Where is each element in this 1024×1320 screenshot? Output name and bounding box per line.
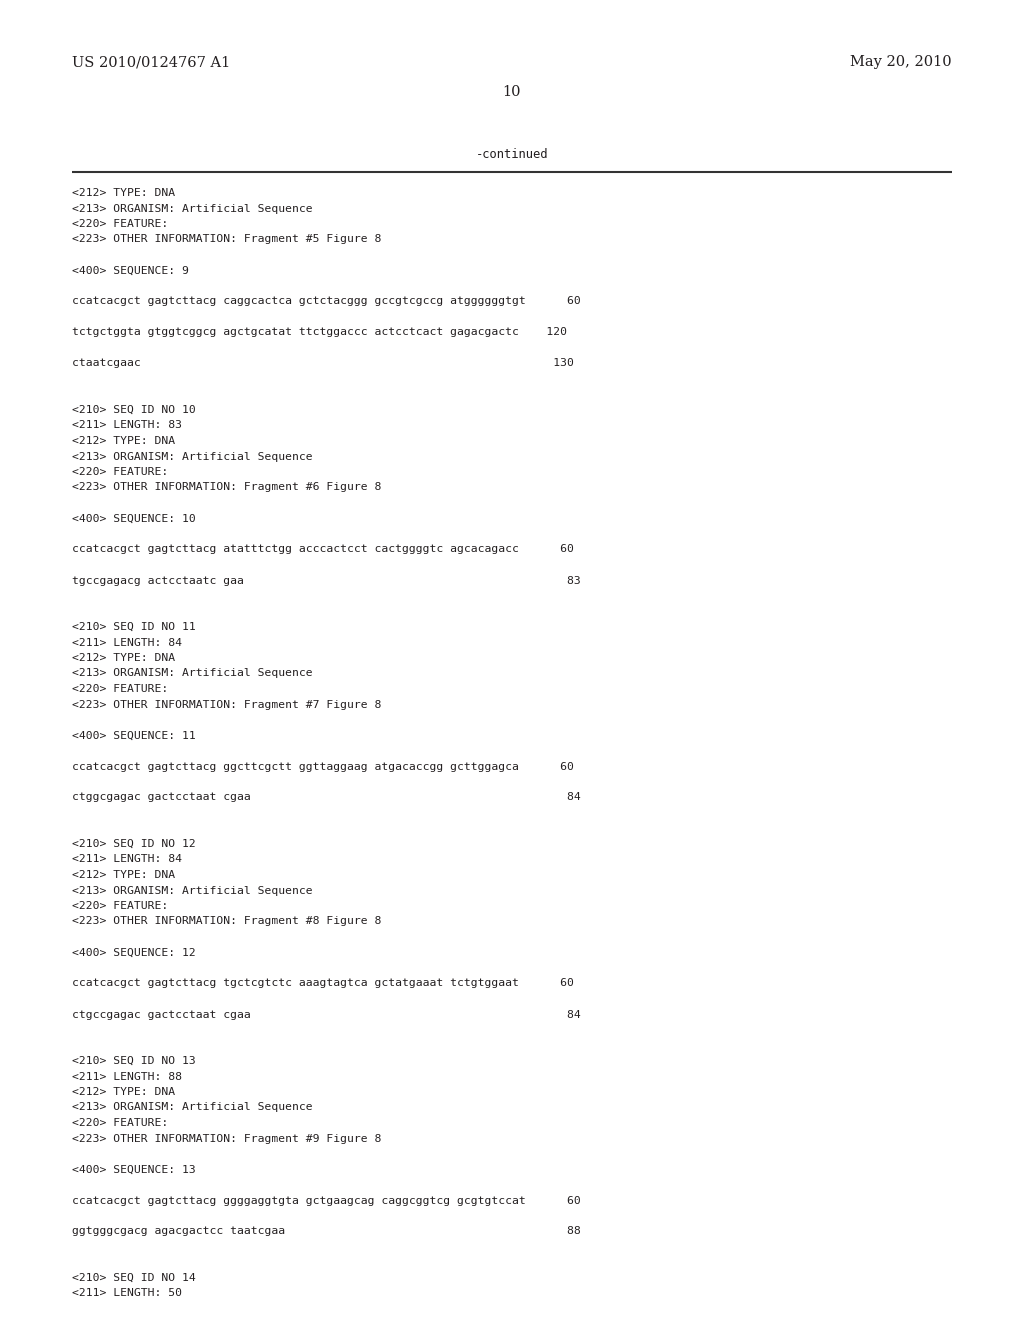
Text: <223> OTHER INFORMATION: Fragment #6 Figure 8: <223> OTHER INFORMATION: Fragment #6 Fig… [72,483,381,492]
Text: <212> TYPE: DNA: <212> TYPE: DNA [72,653,175,663]
Text: ctggcgagac gactcctaat cgaa                                              84: ctggcgagac gactcctaat cgaa 84 [72,792,581,803]
Text: <212> TYPE: DNA: <212> TYPE: DNA [72,870,175,880]
Text: <210> SEQ ID NO 11: <210> SEQ ID NO 11 [72,622,196,632]
Text: <211> LENGTH: 84: <211> LENGTH: 84 [72,854,182,865]
Text: <211> LENGTH: 50: <211> LENGTH: 50 [72,1288,182,1299]
Text: ggtgggcgacg agacgactcc taatcgaa                                         88: ggtgggcgacg agacgactcc taatcgaa 88 [72,1226,581,1237]
Text: <223> OTHER INFORMATION: Fragment #5 Figure 8: <223> OTHER INFORMATION: Fragment #5 Fig… [72,235,381,244]
Text: 10: 10 [503,84,521,99]
Text: ccatcacgct gagtcttacg ggcttcgctt ggttaggaag atgacaccgg gcttggagca      60: ccatcacgct gagtcttacg ggcttcgctt ggttagg… [72,762,573,771]
Text: <210> SEQ ID NO 14: <210> SEQ ID NO 14 [72,1272,196,1283]
Text: <220> FEATURE:: <220> FEATURE: [72,902,168,911]
Text: <400> SEQUENCE: 10: <400> SEQUENCE: 10 [72,513,196,524]
Text: <220> FEATURE:: <220> FEATURE: [72,1118,168,1129]
Text: <213> ORGANISM: Artificial Sequence: <213> ORGANISM: Artificial Sequence [72,886,312,895]
Text: <210> SEQ ID NO 10: <210> SEQ ID NO 10 [72,405,196,414]
Text: <213> ORGANISM: Artificial Sequence: <213> ORGANISM: Artificial Sequence [72,668,312,678]
Text: <220> FEATURE:: <220> FEATURE: [72,684,168,694]
Text: ccatcacgct gagtcttacg atatttctgg acccactcct cactggggtc agcacagacc      60: ccatcacgct gagtcttacg atatttctgg acccact… [72,544,573,554]
Text: -continued: -continued [476,148,548,161]
Text: <210> SEQ ID NO 13: <210> SEQ ID NO 13 [72,1056,196,1067]
Text: <212> TYPE: DNA: <212> TYPE: DNA [72,1086,175,1097]
Text: ccatcacgct gagtcttacg tgctcgtctc aaagtagtca gctatgaaat tctgtggaat      60: ccatcacgct gagtcttacg tgctcgtctc aaagtag… [72,978,573,989]
Text: <400> SEQUENCE: 12: <400> SEQUENCE: 12 [72,948,196,957]
Text: <213> ORGANISM: Artificial Sequence: <213> ORGANISM: Artificial Sequence [72,451,312,462]
Text: May 20, 2010: May 20, 2010 [850,55,952,69]
Text: <211> LENGTH: 88: <211> LENGTH: 88 [72,1072,182,1081]
Text: ctaatcgaac                                                            130: ctaatcgaac 130 [72,359,573,368]
Text: <212> TYPE: DNA: <212> TYPE: DNA [72,436,175,446]
Text: ccatcacgct gagtcttacg caggcactca gctctacggg gccgtcgccg atggggggtgt      60: ccatcacgct gagtcttacg caggcactca gctctac… [72,297,581,306]
Text: <211> LENGTH: 83: <211> LENGTH: 83 [72,421,182,430]
Text: <220> FEATURE:: <220> FEATURE: [72,219,168,228]
Text: <400> SEQUENCE: 13: <400> SEQUENCE: 13 [72,1164,196,1175]
Text: tgccgagacg actcctaatc gaa                                               83: tgccgagacg actcctaatc gaa 83 [72,576,581,586]
Text: ccatcacgct gagtcttacg ggggaggtgta gctgaagcag caggcggtcg gcgtgtccat      60: ccatcacgct gagtcttacg ggggaggtgta gctgaa… [72,1196,581,1205]
Text: <223> OTHER INFORMATION: Fragment #9 Figure 8: <223> OTHER INFORMATION: Fragment #9 Fig… [72,1134,381,1143]
Text: ctgccgagac gactcctaat cgaa                                              84: ctgccgagac gactcctaat cgaa 84 [72,1010,581,1019]
Text: US 2010/0124767 A1: US 2010/0124767 A1 [72,55,230,69]
Text: <213> ORGANISM: Artificial Sequence: <213> ORGANISM: Artificial Sequence [72,1102,312,1113]
Text: <210> SEQ ID NO 12: <210> SEQ ID NO 12 [72,840,196,849]
Text: <220> FEATURE:: <220> FEATURE: [72,467,168,477]
Text: <400> SEQUENCE: 11: <400> SEQUENCE: 11 [72,730,196,741]
Text: <213> ORGANISM: Artificial Sequence: <213> ORGANISM: Artificial Sequence [72,203,312,214]
Text: tctgctggta gtggtcggcg agctgcatat ttctggaccc actcctcact gagacgactc    120: tctgctggta gtggtcggcg agctgcatat ttctgga… [72,327,567,338]
Text: <212> TYPE: DNA: <212> TYPE: DNA [72,187,175,198]
Text: <223> OTHER INFORMATION: Fragment #8 Figure 8: <223> OTHER INFORMATION: Fragment #8 Fig… [72,916,381,927]
Text: <211> LENGTH: 84: <211> LENGTH: 84 [72,638,182,648]
Text: <223> OTHER INFORMATION: Fragment #7 Figure 8: <223> OTHER INFORMATION: Fragment #7 Fig… [72,700,381,710]
Text: <400> SEQUENCE: 9: <400> SEQUENCE: 9 [72,265,188,276]
